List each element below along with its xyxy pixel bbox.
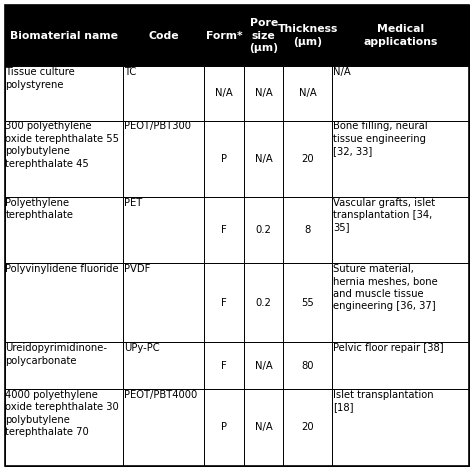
Bar — [283, 197, 332, 264]
Bar — [204, 389, 244, 466]
Bar — [283, 121, 332, 197]
Bar — [123, 5, 204, 66]
Bar — [123, 121, 204, 197]
Text: F: F — [221, 225, 227, 235]
Text: PVDF: PVDF — [124, 264, 150, 274]
Bar — [123, 389, 204, 466]
Bar — [5, 5, 123, 66]
Text: UPy-PC: UPy-PC — [124, 343, 159, 353]
Text: 80: 80 — [301, 361, 314, 370]
Bar — [283, 264, 332, 342]
Text: Vascular grafts, islet
transplantation [34,
35]: Vascular grafts, islet transplantation [… — [333, 198, 435, 233]
Bar — [5, 342, 123, 389]
Bar — [244, 264, 283, 342]
Bar — [204, 197, 244, 264]
Bar — [332, 197, 469, 264]
Text: Ureidopyrimidinone-
polycarbonate: Ureidopyrimidinone- polycarbonate — [5, 343, 107, 365]
Bar — [5, 389, 123, 466]
Bar — [244, 389, 283, 466]
Bar — [204, 66, 244, 121]
Text: Pelvic floor repair [38]: Pelvic floor repair [38] — [333, 343, 444, 353]
Text: Islet transplantation
[18]: Islet transplantation [18] — [333, 390, 433, 412]
Text: TC: TC — [124, 67, 136, 77]
Text: 55: 55 — [301, 298, 314, 308]
Bar — [123, 264, 204, 342]
Text: 0.2: 0.2 — [256, 298, 272, 308]
Bar — [123, 342, 204, 389]
Text: 20: 20 — [301, 422, 314, 432]
Text: Tissue culture
polystyrene: Tissue culture polystyrene — [5, 67, 75, 90]
Text: 8: 8 — [305, 225, 311, 235]
Bar — [244, 342, 283, 389]
Text: Polyethylene
terephthalate: Polyethylene terephthalate — [5, 198, 73, 220]
Bar — [123, 197, 204, 264]
Text: 20: 20 — [301, 154, 314, 164]
Bar — [332, 66, 469, 121]
Bar — [244, 5, 283, 66]
Bar — [204, 342, 244, 389]
Text: Form*: Form* — [206, 30, 243, 40]
Text: F: F — [221, 298, 227, 308]
Text: F: F — [221, 361, 227, 370]
Text: PEOT/PBT300: PEOT/PBT300 — [124, 121, 191, 132]
Text: Code: Code — [148, 30, 179, 40]
Bar — [332, 342, 469, 389]
Text: 0.2: 0.2 — [256, 225, 272, 235]
Bar — [244, 66, 283, 121]
Bar — [5, 264, 123, 342]
Text: Suture material,
hernia meshes, bone
and muscle tissue
engineering [36, 37]: Suture material, hernia meshes, bone and… — [333, 264, 438, 312]
Bar — [5, 66, 123, 121]
Bar — [204, 121, 244, 197]
Bar — [332, 121, 469, 197]
Text: Medical
applications: Medical applications — [364, 24, 438, 47]
Bar — [5, 121, 123, 197]
Text: N/A: N/A — [255, 154, 273, 164]
Text: Pore
size
(μm): Pore size (μm) — [249, 18, 278, 53]
Text: Thickness
(μm): Thickness (μm) — [278, 24, 338, 47]
Bar — [332, 5, 469, 66]
Text: Polyvinylidene fluoride: Polyvinylidene fluoride — [5, 264, 119, 274]
Text: Bone filling, neural
tissue engineering
[32, 33]: Bone filling, neural tissue engineering … — [333, 121, 428, 156]
Bar — [283, 66, 332, 121]
Text: N/A: N/A — [215, 88, 233, 98]
Text: 300 polyethylene
oxide terephthalate 55
polybutylene
terephthalate 45: 300 polyethylene oxide terephthalate 55 … — [5, 121, 119, 169]
Bar — [283, 389, 332, 466]
Bar — [123, 66, 204, 121]
Text: N/A: N/A — [255, 88, 273, 98]
Bar — [204, 5, 244, 66]
Bar — [244, 197, 283, 264]
Bar — [5, 197, 123, 264]
Text: PEOT/PBT4000: PEOT/PBT4000 — [124, 390, 197, 400]
Bar — [283, 342, 332, 389]
Text: PET: PET — [124, 198, 142, 208]
Text: N/A: N/A — [255, 361, 273, 370]
Text: P: P — [221, 154, 227, 164]
Bar — [332, 389, 469, 466]
Bar — [332, 264, 469, 342]
Bar — [244, 121, 283, 197]
Text: N/A: N/A — [255, 422, 273, 432]
Text: 4000 polyethylene
oxide terephthalate 30
polybutylene
terephthalate 70: 4000 polyethylene oxide terephthalate 30… — [5, 390, 119, 437]
Bar — [283, 5, 332, 66]
Text: Biomaterial name: Biomaterial name — [10, 30, 118, 40]
Text: N/A: N/A — [299, 88, 317, 98]
Text: P: P — [221, 422, 227, 432]
Bar — [204, 264, 244, 342]
Text: N/A: N/A — [333, 67, 351, 77]
